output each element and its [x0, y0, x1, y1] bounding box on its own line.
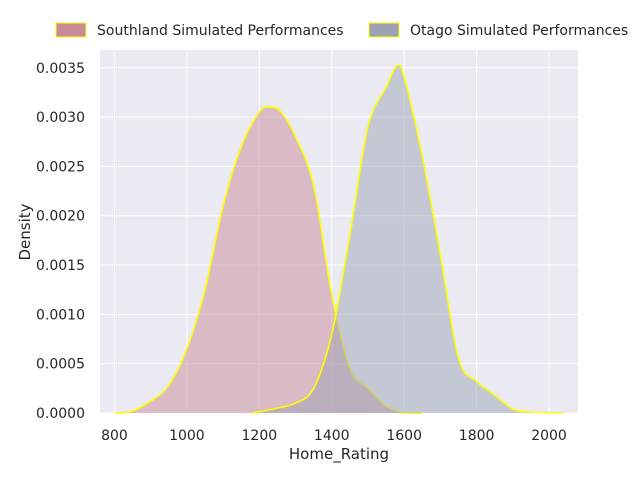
x-tick-label: 1600 — [386, 428, 422, 444]
density-line-series-1 — [251, 64, 564, 414]
y-tick-label: 0.0025 — [36, 159, 85, 175]
legend: Southland Simulated Performances Otago S… — [55, 22, 628, 39]
x-tick-label: 1000 — [169, 428, 205, 444]
y-tick-labels: 0.0000 0.0005 0.0010 0.0015 0.0020 0.0025 0.00… — [36, 61, 85, 422]
legend-swatch-otago — [368, 22, 400, 38]
density-area-series-1 — [252, 64, 564, 414]
y-tick-label: 0.0015 — [36, 258, 85, 274]
x-tick-label: 1800 — [459, 428, 495, 444]
y-tick-label: 0.0035 — [36, 61, 85, 77]
y-axis-label: Density — [16, 203, 34, 260]
y-tick-label: 0.0020 — [36, 209, 85, 225]
density-areas — [114, 64, 564, 414]
x-axis-label: Home_Rating — [289, 445, 389, 464]
x-tick-labels: 800 1000 1200 1400 1600 1800 2000 — [101, 428, 567, 444]
y-tick-label: 0.0000 — [36, 406, 85, 422]
y-tick-label: 0.0010 — [36, 307, 85, 323]
x-tick-label: 800 — [101, 428, 128, 444]
x-tick-label: 1400 — [314, 428, 350, 444]
x-tick-label: 2000 — [531, 428, 567, 444]
legend-label-otago: Otago Simulated Performances — [410, 23, 628, 39]
legend-swatch-southland — [55, 22, 87, 38]
y-tick-label: 0.0030 — [36, 110, 85, 126]
y-tick-label: 0.0005 — [36, 357, 85, 373]
x-tick-label: 1200 — [242, 428, 278, 444]
legend-label-southland: Southland Simulated Performances — [97, 23, 344, 39]
